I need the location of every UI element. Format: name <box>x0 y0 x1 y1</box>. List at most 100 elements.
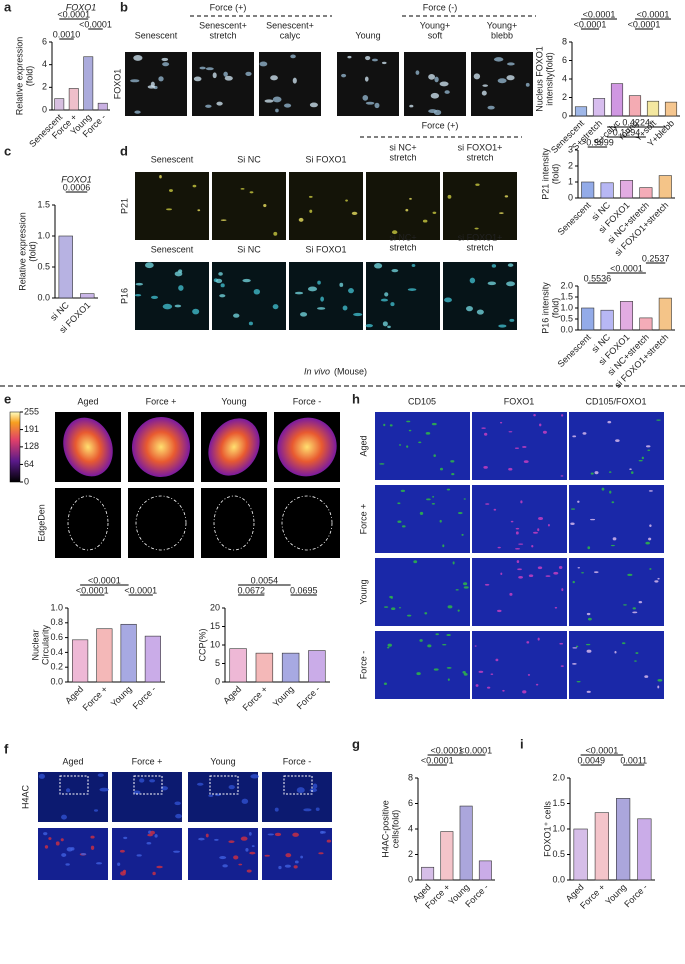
bar <box>459 805 473 881</box>
cell <box>433 454 436 457</box>
p-value: 0.2537 <box>642 253 670 263</box>
cell <box>380 298 389 302</box>
cell <box>533 413 536 417</box>
bar <box>639 317 653 331</box>
micrograph <box>404 52 466 116</box>
cell <box>250 774 259 779</box>
cell <box>383 423 386 427</box>
cell <box>586 612 591 616</box>
cell <box>499 421 503 424</box>
bar <box>96 628 113 683</box>
bar <box>619 180 634 199</box>
cell <box>450 460 455 463</box>
cell <box>43 832 48 836</box>
cell <box>586 690 591 693</box>
cell <box>96 862 103 865</box>
cell <box>487 105 495 110</box>
bar <box>72 639 89 683</box>
column-label: Force + <box>146 396 177 406</box>
cell <box>219 856 227 860</box>
cell <box>542 430 547 434</box>
bar <box>637 818 652 881</box>
image-label: Si FOXO1 <box>305 244 346 254</box>
cell <box>507 263 514 267</box>
nucleus <box>277 417 337 477</box>
cell <box>582 432 587 435</box>
y-axis-label: Relative expression <box>14 37 24 116</box>
cell <box>309 209 313 213</box>
cell <box>161 57 169 62</box>
x-tick-label: Young <box>271 684 296 709</box>
cell <box>515 531 519 535</box>
cell <box>390 597 393 599</box>
cell <box>446 666 452 669</box>
cell <box>317 280 321 285</box>
p-value: 0.4224 <box>622 117 650 127</box>
cell <box>621 642 626 645</box>
cell <box>93 809 99 812</box>
cell <box>484 583 490 586</box>
micrograph <box>188 828 258 880</box>
panel-letter: d <box>120 143 128 158</box>
micrograph <box>337 52 399 116</box>
cell <box>478 670 484 673</box>
cell <box>498 324 507 328</box>
cell <box>431 422 437 426</box>
micrograph <box>375 558 470 626</box>
y-tick-label: 2 <box>568 160 573 170</box>
cell <box>486 686 491 689</box>
zoom-box <box>209 775 239 795</box>
column-label: Young <box>210 756 235 766</box>
x-tick-label: Aged <box>63 684 85 706</box>
y-tick-label: 0.0 <box>50 676 63 686</box>
nucleus <box>131 417 191 477</box>
cell <box>308 195 313 198</box>
y-tick-label: 1.5 <box>37 199 50 209</box>
cell <box>70 847 75 851</box>
micrograph <box>569 631 664 699</box>
cell <box>433 109 442 116</box>
y-tick-label: 0.8 <box>50 617 63 627</box>
cell <box>292 77 297 84</box>
cell <box>220 219 227 222</box>
p-value: <0.0001 <box>88 575 121 585</box>
cell <box>381 61 387 65</box>
cell <box>391 268 399 273</box>
cell <box>290 54 296 59</box>
bar <box>664 101 678 117</box>
cell <box>518 575 523 579</box>
cell <box>607 420 612 424</box>
bar <box>594 812 609 881</box>
cell <box>444 90 450 94</box>
cell <box>154 834 158 838</box>
cell <box>419 511 424 515</box>
cell <box>298 217 304 222</box>
cell <box>594 471 599 475</box>
micrograph <box>472 558 567 626</box>
cell <box>228 840 235 844</box>
cell <box>215 278 223 284</box>
cell <box>507 62 515 66</box>
cell <box>632 611 638 614</box>
cell <box>65 863 70 866</box>
y-tick-label: 1.5 <box>560 291 573 301</box>
row-label: EdgeDen <box>36 504 46 542</box>
y-tick-label: 2.0 <box>560 280 573 290</box>
cell <box>351 211 358 216</box>
bar <box>440 831 454 881</box>
cell <box>294 291 304 295</box>
cell <box>253 288 261 295</box>
cell <box>379 463 385 465</box>
cell <box>554 606 558 609</box>
cell <box>238 863 243 866</box>
x-tick-label: Force - <box>295 684 322 711</box>
x-tick-label: Force + <box>81 684 110 713</box>
cell <box>374 102 380 109</box>
cell <box>570 508 576 510</box>
cell <box>560 665 564 667</box>
cell <box>315 807 320 811</box>
zoom-box <box>283 775 313 795</box>
cell <box>515 547 520 550</box>
bar <box>600 182 614 199</box>
